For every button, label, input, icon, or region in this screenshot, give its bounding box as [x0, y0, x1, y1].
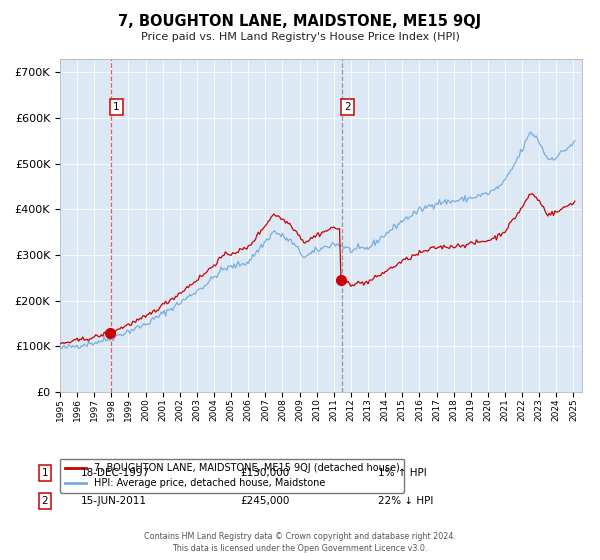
Text: 1% ↑ HPI: 1% ↑ HPI — [378, 468, 427, 478]
Text: 7, BOUGHTON LANE, MAIDSTONE, ME15 9QJ: 7, BOUGHTON LANE, MAIDSTONE, ME15 9QJ — [118, 14, 482, 29]
Text: Contains HM Land Registry data © Crown copyright and database right 2024.
This d: Contains HM Land Registry data © Crown c… — [144, 533, 456, 553]
Text: 18-DEC-1997: 18-DEC-1997 — [81, 468, 150, 478]
Text: £130,000: £130,000 — [240, 468, 289, 478]
Text: 1: 1 — [113, 102, 120, 112]
Text: Price paid vs. HM Land Registry's House Price Index (HPI): Price paid vs. HM Land Registry's House … — [140, 32, 460, 43]
Text: 2: 2 — [344, 102, 351, 112]
Legend: 7, BOUGHTON LANE, MAIDSTONE, ME15 9QJ (detached house), HPI: Average price, deta: 7, BOUGHTON LANE, MAIDSTONE, ME15 9QJ (d… — [59, 459, 404, 493]
Text: £245,000: £245,000 — [240, 496, 289, 506]
Text: 2: 2 — [41, 496, 49, 506]
Text: 15-JUN-2011: 15-JUN-2011 — [81, 496, 147, 506]
Text: 1: 1 — [41, 468, 49, 478]
Text: 22% ↓ HPI: 22% ↓ HPI — [378, 496, 433, 506]
